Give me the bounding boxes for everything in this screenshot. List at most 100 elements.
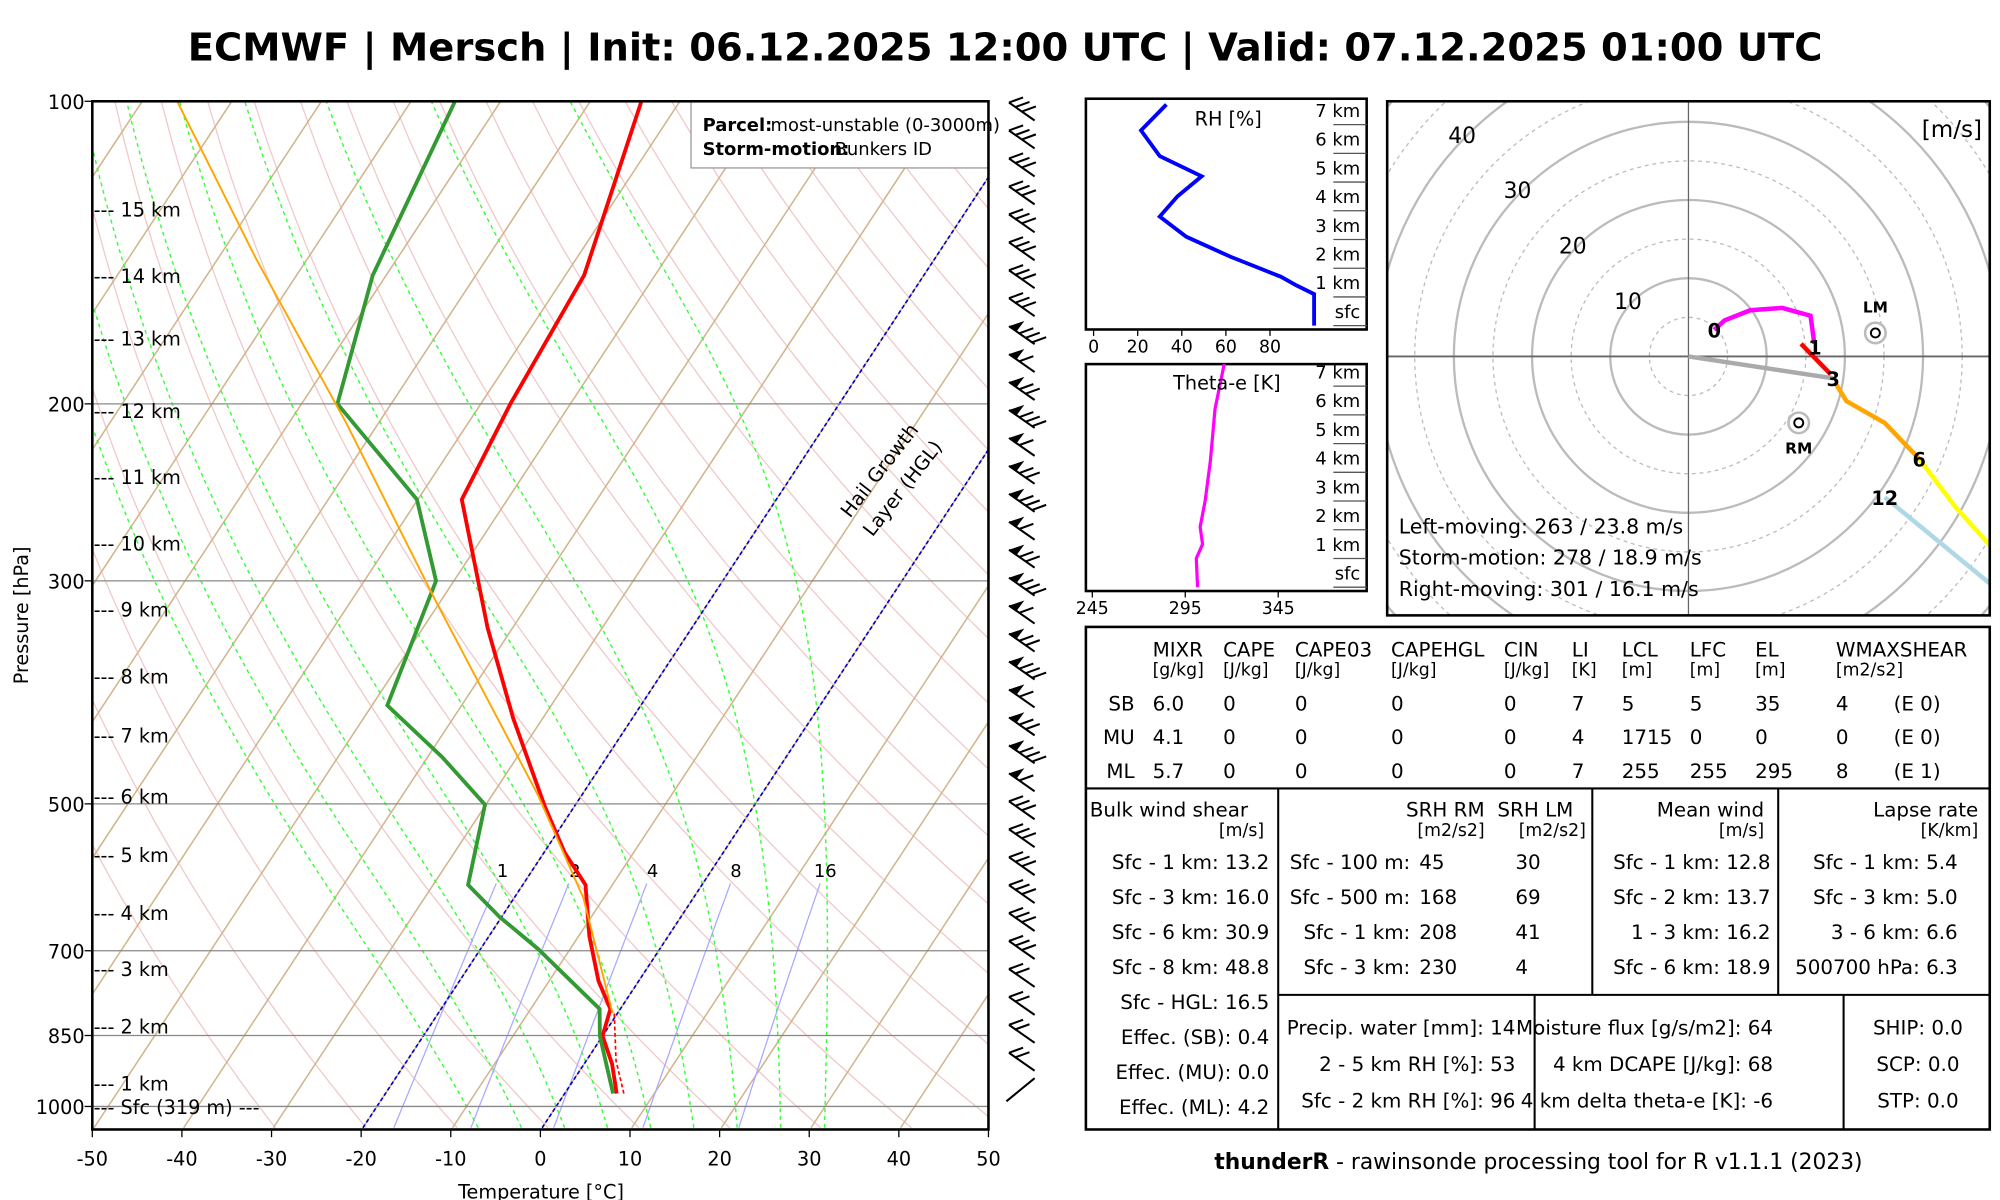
table-cell: (E 0)	[1894, 692, 1941, 715]
footer-text: - rawinsonde processing tool for R v1.1.…	[1329, 1150, 1862, 1175]
table-cell: 0	[1755, 726, 1768, 749]
srh-row-label: Sfc - 1 km:	[1303, 921, 1410, 944]
x-axis-label: Temperature [°C]	[457, 1181, 624, 1200]
wind-barb	[1008, 516, 1036, 541]
lm-marker	[1863, 321, 1887, 345]
theta-e-title: Theta-e [K]	[1172, 372, 1281, 395]
storm-motion-text: Right-moving: 301 / 16.1 m/s	[1399, 577, 1699, 601]
bulk-shear-row: Sfc - 8 km: 48.8	[1112, 956, 1269, 979]
hodograph-segment	[1799, 342, 1833, 376]
x-tick-label: 345	[1262, 599, 1295, 619]
bulk-shear-row: Sfc - 6 km: 30.9	[1112, 921, 1269, 944]
wind-barb	[1008, 208, 1037, 234]
dry-adiabat	[92, 204, 640, 1129]
table-cell: 0	[1223, 726, 1236, 749]
height-label: --- 12 km	[94, 400, 181, 423]
mixing-ratio-label: 4	[647, 861, 658, 882]
isotherm	[92, 101, 412, 588]
height-label: --- 3 km	[94, 958, 169, 981]
height-label: --- 8 km	[94, 666, 169, 689]
table-cell: 1715	[1622, 726, 1673, 749]
mixing-ratio-line	[470, 883, 570, 1128]
dry-adiabat	[92, 843, 276, 1129]
dry-adiabat	[531, 101, 989, 705]
table-cell: 0	[1223, 692, 1236, 715]
height-label: --- 5 km	[94, 844, 169, 867]
isotherm	[631, 584, 989, 1129]
mean-wind-row: Sfc - 1 km: 12.8	[1613, 851, 1770, 874]
dry-adiabat	[92, 698, 367, 1129]
wind-barb	[1008, 962, 1036, 988]
moist-adiabat	[569, 101, 829, 1128]
table-cell: 0	[1504, 726, 1517, 749]
table-cell: 8	[1836, 760, 1849, 783]
temperature-profile	[459, 101, 644, 1094]
pressure-tick-label: 1000	[36, 1096, 85, 1119]
height-label: --- 2 km	[94, 1015, 169, 1038]
mixing-ratio-line	[642, 883, 732, 1128]
lapse-rate-unit: [K/km]	[1921, 821, 1979, 841]
rm-marker	[1787, 411, 1811, 435]
wind-barb	[1008, 292, 1037, 317]
isotherm	[92, 101, 591, 860]
x-tick-label: 40	[1171, 338, 1193, 358]
isotherm	[451, 311, 989, 1129]
height-tick-label: 2 km	[1315, 245, 1360, 266]
wind-barb	[1008, 404, 1047, 429]
panel-frame	[1084, 362, 1368, 593]
hodograph-segment	[1834, 383, 1921, 461]
height-tick-label: 2 km	[1315, 506, 1360, 527]
srh-rm-unit: [m2/s2]	[1417, 821, 1484, 841]
table-cell: 0	[1295, 760, 1308, 783]
wind-barb	[1008, 96, 1037, 122]
table-cell: 5.7	[1153, 760, 1185, 783]
table-cell: 0	[1836, 726, 1849, 749]
x-tick-label: 295	[1169, 599, 1202, 619]
rh-line	[1138, 103, 1317, 326]
dry-adiabat	[392, 101, 989, 905]
wind-barb	[1008, 321, 1047, 345]
skewt-frame	[91, 100, 990, 1131]
isotherm	[92, 101, 323, 451]
dry-adiabat	[114, 101, 731, 1129]
table-cell: 0	[1391, 692, 1404, 715]
table-header: CAPEHGL	[1391, 638, 1484, 661]
indices-table: MIXR[g/kg]CAPE[J/kg]CAPE03[J/kg]CAPEHGL[…	[1084, 625, 1992, 1131]
temperature-tick-label: -10	[435, 1147, 466, 1170]
hodograph-unit: [m/s]	[1922, 117, 1982, 143]
wind-barbs	[1005, 96, 1047, 1103]
dry-adiabat	[207, 101, 912, 1129]
bulk-shear-row: Effec. (SB): 0.4	[1121, 1026, 1269, 1049]
pressure-tick-label: 500	[48, 794, 85, 817]
srh-rm-value: 45	[1419, 851, 1444, 874]
page-title: ECMWF | Mersch | Init: 06.12.2025 12:00 …	[188, 25, 1823, 70]
table-cell: 6.0	[1153, 692, 1185, 715]
temperature-tick-label: 20	[707, 1147, 731, 1170]
table-cell: 0	[1295, 726, 1308, 749]
table-row-label: MU	[1103, 726, 1135, 749]
x-tick-label: 20	[1127, 338, 1149, 358]
ring-label: 40	[1448, 124, 1476, 149]
table-header: LFC	[1690, 638, 1726, 661]
wind-barb	[1008, 684, 1036, 709]
lapse-rate-row: Sfc - 1 km: 5.4	[1813, 851, 1958, 874]
table-header-unit: [g/kg]	[1153, 661, 1204, 681]
isotherm	[92, 101, 681, 996]
wind-barb	[1008, 656, 1047, 681]
legend-storm-value: Bunkers ID	[835, 139, 932, 160]
index-row: SCP: 0.0	[1876, 1053, 1959, 1076]
rm-marker-dot	[1793, 417, 1805, 429]
hodograph-height-label: 12	[1871, 487, 1898, 510]
table-cell: 7	[1572, 760, 1585, 783]
lapse-rate-row: Sfc - 3 km: 5.0	[1813, 886, 1958, 909]
legend-box	[690, 100, 990, 169]
lm-marker-dot	[1869, 327, 1881, 339]
temperature-tick-label: -30	[256, 1147, 287, 1170]
wind-barb	[1008, 712, 1041, 737]
ring-label: 30	[1504, 179, 1532, 204]
srh-row-label: Sfc - 500 m:	[1290, 886, 1411, 909]
hodograph-segment	[1883, 495, 1990, 585]
wind-barb	[1008, 628, 1041, 653]
parcel-profile	[176, 101, 614, 1014]
